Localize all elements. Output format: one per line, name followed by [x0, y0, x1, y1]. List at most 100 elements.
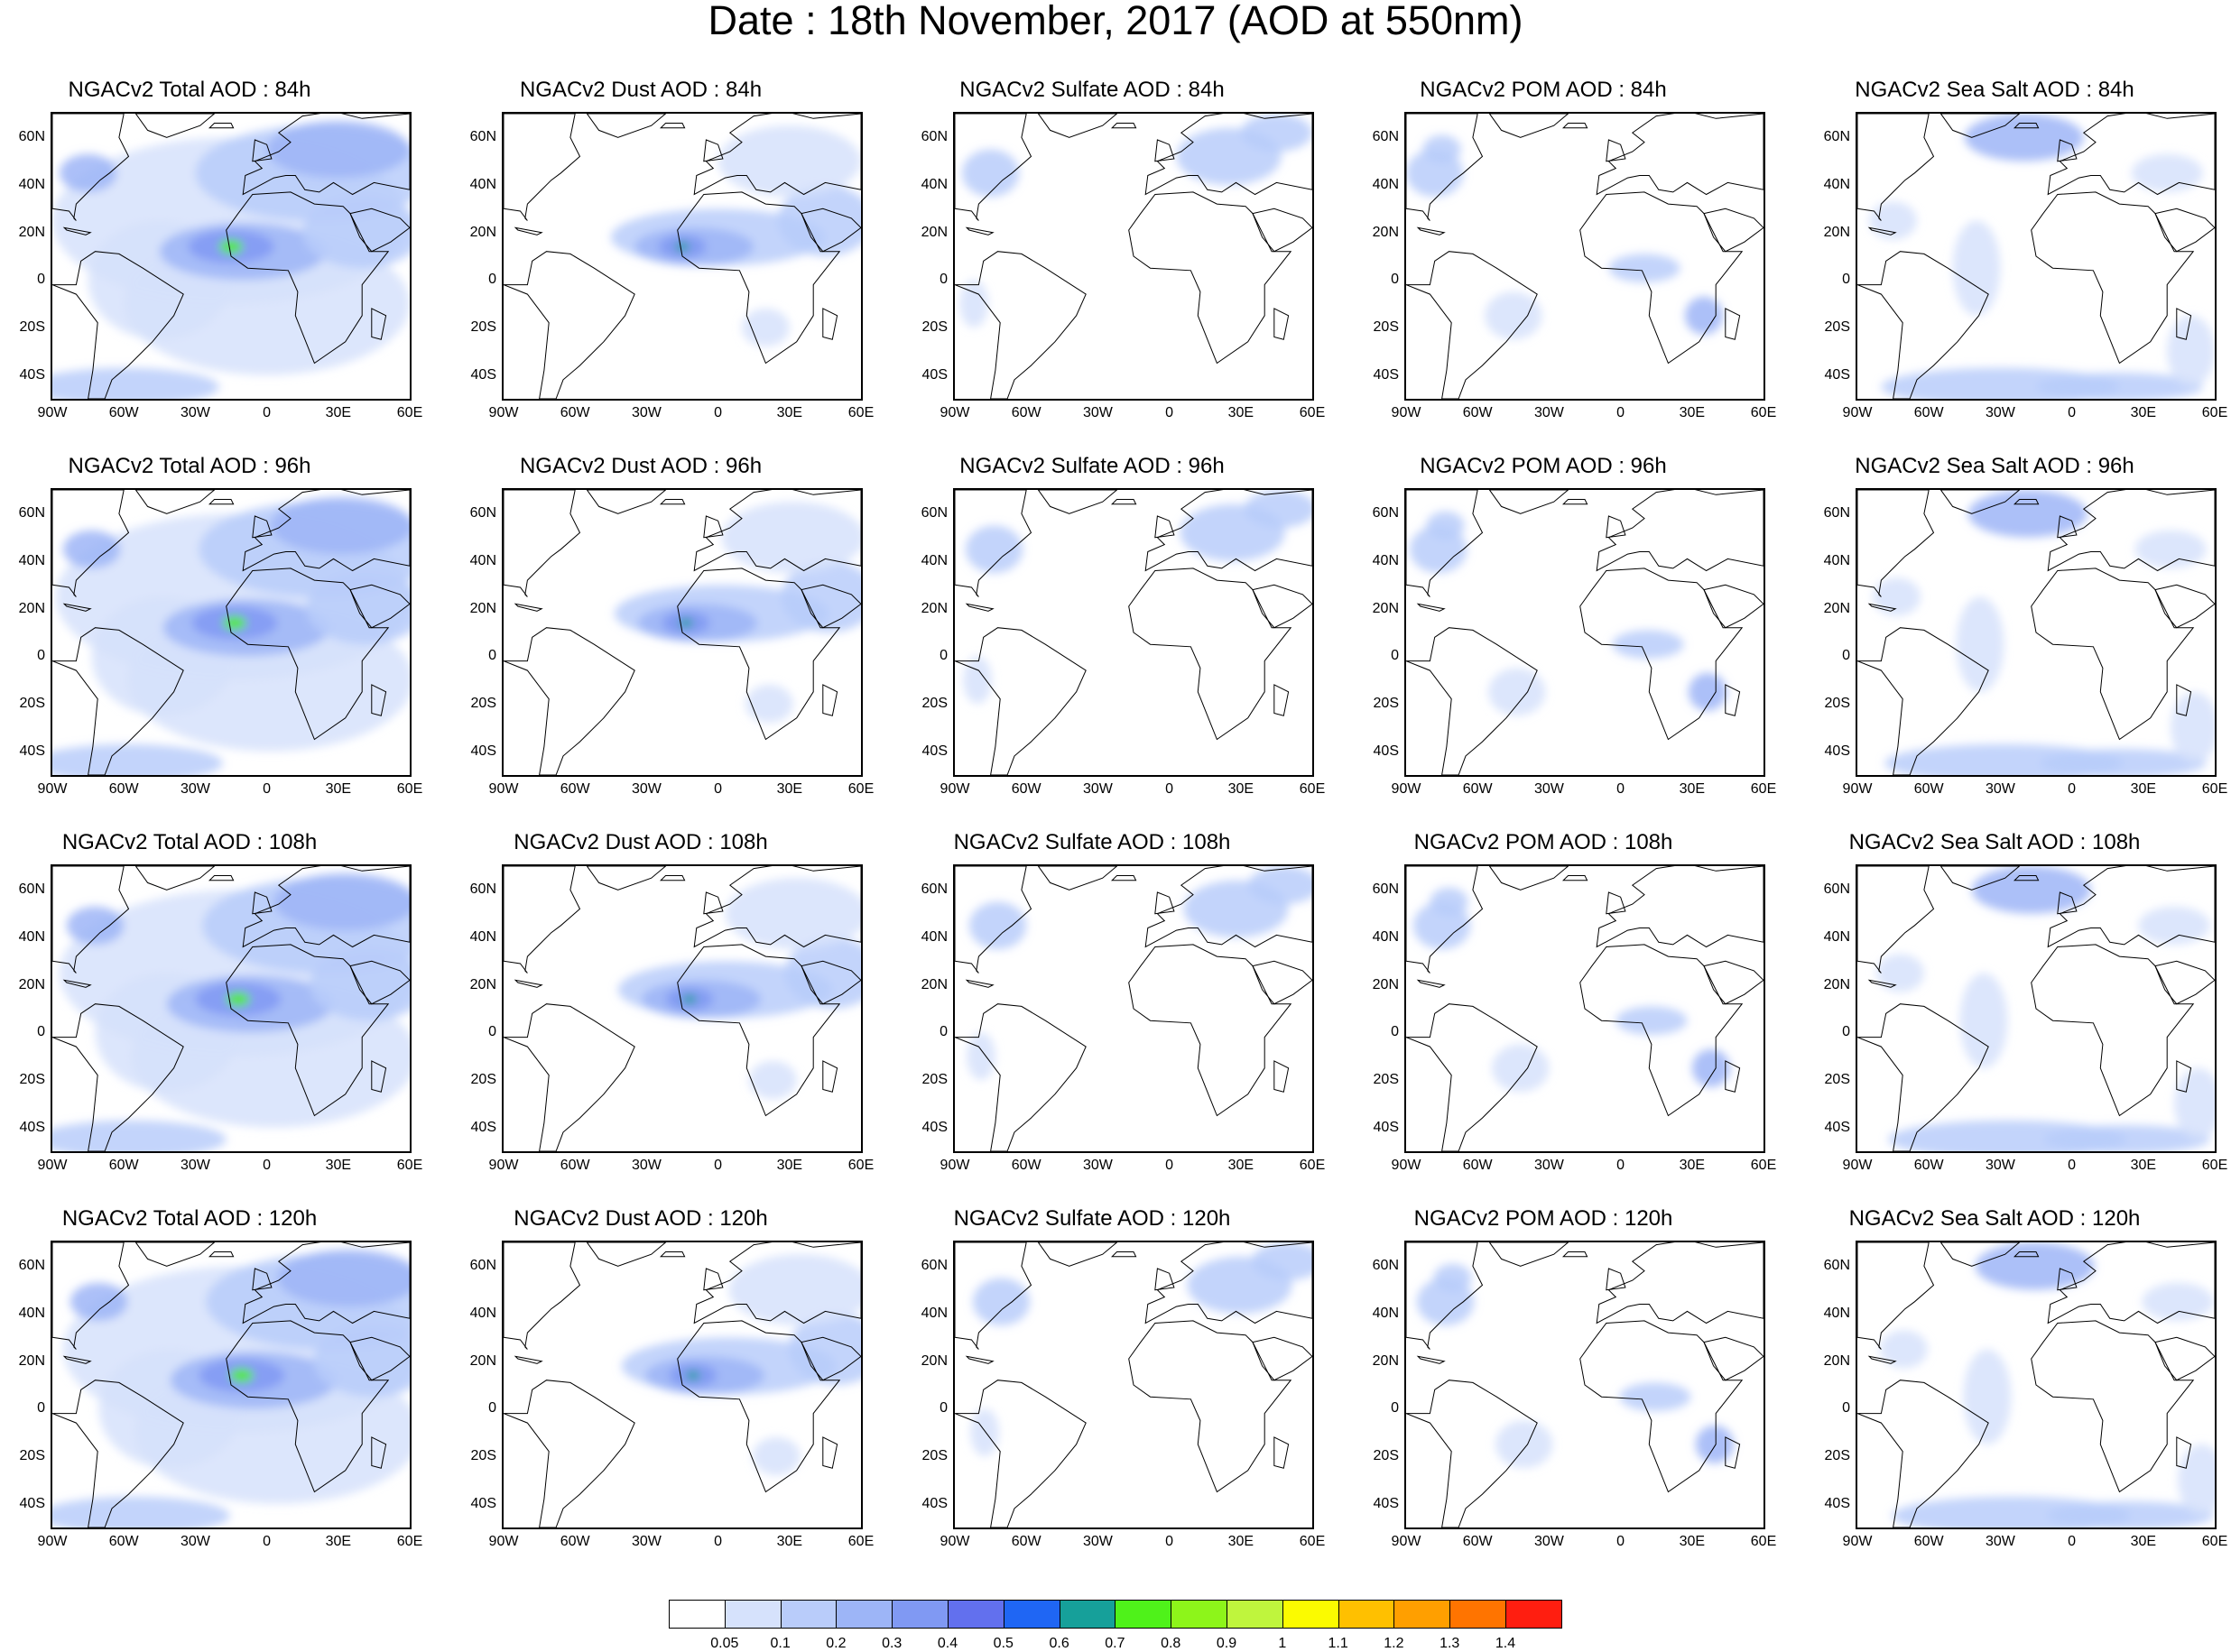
aod-contour-region	[745, 684, 793, 724]
coastline	[1406, 627, 1538, 775]
panel-title: NGACv2 Total AOD : 108h	[61, 830, 318, 854]
latitude-tick-label: 40N	[18, 929, 45, 945]
longitude-tick-label: 30E	[1227, 781, 1254, 797]
longitude-tick-label: 0	[263, 1534, 272, 1549]
aod-field	[1880, 1242, 2215, 1527]
latitude-tick-label: 20S	[1373, 696, 1399, 711]
longitude-tick-label: 60E	[1750, 781, 1777, 797]
longitude-tick-label: 30E	[776, 405, 803, 420]
coastline	[226, 568, 390, 741]
aod-contour-region	[2174, 1067, 2215, 1140]
coastline	[677, 1320, 841, 1493]
coastline	[1606, 1268, 1626, 1291]
coastline	[2057, 515, 2078, 539]
coastline	[1561, 499, 1588, 505]
colorbar-level-label: 1.3	[1440, 1636, 1460, 1651]
latitude-tick-label: 40N	[1823, 177, 1850, 192]
latitude-tick-label: 60N	[1823, 1258, 1850, 1274]
latitude-tick-label: 20S	[19, 696, 45, 711]
aod-map	[52, 1242, 410, 1527]
longitude-tick-label: 30E	[325, 405, 352, 420]
aod-contour-region	[52, 1496, 230, 1527]
latitude-tick-label: 40S	[1373, 1119, 1399, 1135]
coastline	[1939, 490, 2021, 514]
longitude-tick-label: 30W	[1533, 405, 1564, 420]
coastline	[514, 979, 543, 988]
longitude-tick-label: 0	[714, 1534, 723, 1549]
longitude-tick-label: 60W	[560, 405, 590, 420]
coastlines	[1857, 1242, 2215, 1527]
aod-contour-region	[1967, 490, 2088, 538]
aod-map	[1406, 1242, 1764, 1527]
colorbar-swatch	[1115, 1600, 1172, 1629]
aod-contour-region	[2167, 315, 2215, 387]
coastlines	[955, 866, 1312, 1151]
latitude-tick-label: 40S	[1824, 743, 1850, 759]
coastline	[703, 891, 724, 915]
map-frame	[953, 864, 1314, 1153]
coastline	[134, 490, 216, 514]
longitude-tick-label: 30W	[180, 1534, 210, 1549]
coastline	[677, 568, 841, 741]
coastline	[1154, 1268, 1175, 1291]
longitude-tick-label: 30W	[1985, 781, 2015, 797]
longitude-tick-label: 60E	[847, 1158, 875, 1173]
longitude-tick-label: 90W	[488, 1158, 519, 1173]
longitude-tick-label: 90W	[1842, 1158, 1873, 1173]
latitude-tick-label: 20S	[921, 696, 948, 711]
coastline	[1144, 114, 1312, 196]
latitude-tick-label: 0	[37, 1024, 45, 1040]
aod-contour-region	[728, 1254, 861, 1326]
coastlines	[52, 1242, 410, 1527]
longitude-tick-label: 60E	[847, 405, 875, 420]
coastline	[965, 603, 995, 612]
coastline	[134, 866, 216, 891]
aod-contour-region	[52, 367, 219, 399]
colorbar-level-label: 0.6	[1049, 1636, 1069, 1651]
coastline	[1252, 1336, 1312, 1381]
coastline	[586, 114, 667, 138]
aod-contour-region	[1485, 291, 1542, 340]
panel-title: NGACv2 POM AOD : 108h	[1413, 830, 1673, 854]
latitude-tick-label: 60N	[469, 881, 496, 898]
panel-title: NGACv2 Sea Salt AOD : 96h	[1855, 454, 2134, 478]
longitude-tick-label: 60W	[1913, 405, 1944, 420]
coastline	[1703, 208, 1764, 253]
aod-contour-region	[1959, 973, 2008, 1068]
coastline	[62, 1355, 92, 1364]
longitude-tick-label: 30W	[1533, 1158, 1564, 1173]
map-panel: NGACv2 Sulfate AOD : 108h 60N 40N 20N 0 20S 40…	[903, 832, 1326, 1184]
coastline	[1725, 1060, 1741, 1093]
coastline	[226, 1320, 390, 1493]
coastline	[2176, 684, 2192, 716]
coastline	[1406, 1242, 1484, 1350]
coastline	[659, 499, 686, 505]
latitude-tick-label: 40N	[18, 1306, 45, 1321]
aod-map	[52, 866, 410, 1151]
coastline	[514, 603, 543, 612]
aod-map	[955, 866, 1312, 1151]
latitude-tick-label: 20S	[1373, 1072, 1399, 1087]
longitude-tick-label: 0	[1616, 1158, 1625, 1173]
aod-contour-region	[2142, 1282, 2214, 1321]
longitude-tick-label: 60W	[1462, 1158, 1493, 1173]
latitude-tick-label: 60N	[469, 505, 496, 521]
coastline	[514, 226, 543, 235]
longitude-tick-label: 0	[1165, 1158, 1174, 1173]
colorbar-swatch	[1003, 1600, 1060, 1629]
latitude-tick-label: 40S	[19, 1495, 45, 1511]
map-panel: NGACv2 Total AOD : 120h 60N 40N 20N 0 20S 40S 9…	[0, 1208, 423, 1560]
map-frame	[1404, 864, 1765, 1153]
coastline	[2013, 123, 2040, 129]
aod-map	[504, 490, 861, 775]
aod-contour-region	[682, 994, 697, 1004]
coastlines	[504, 866, 861, 1151]
latitude-tick-label: 20N	[1372, 224, 1399, 240]
latitude-tick-label: 0	[1842, 1024, 1850, 1040]
longitude-tick-label: 90W	[1842, 405, 1873, 420]
aod-contour-region	[1688, 672, 1727, 711]
map-frame	[1404, 112, 1765, 401]
figure-title: Date : 18th November, 2017 (AOD at 550nm…	[708, 0, 1523, 43]
panel-title: NGACv2 Sea Salt AOD : 84h	[1855, 78, 2134, 102]
aod-contour-region	[2134, 530, 2207, 568]
